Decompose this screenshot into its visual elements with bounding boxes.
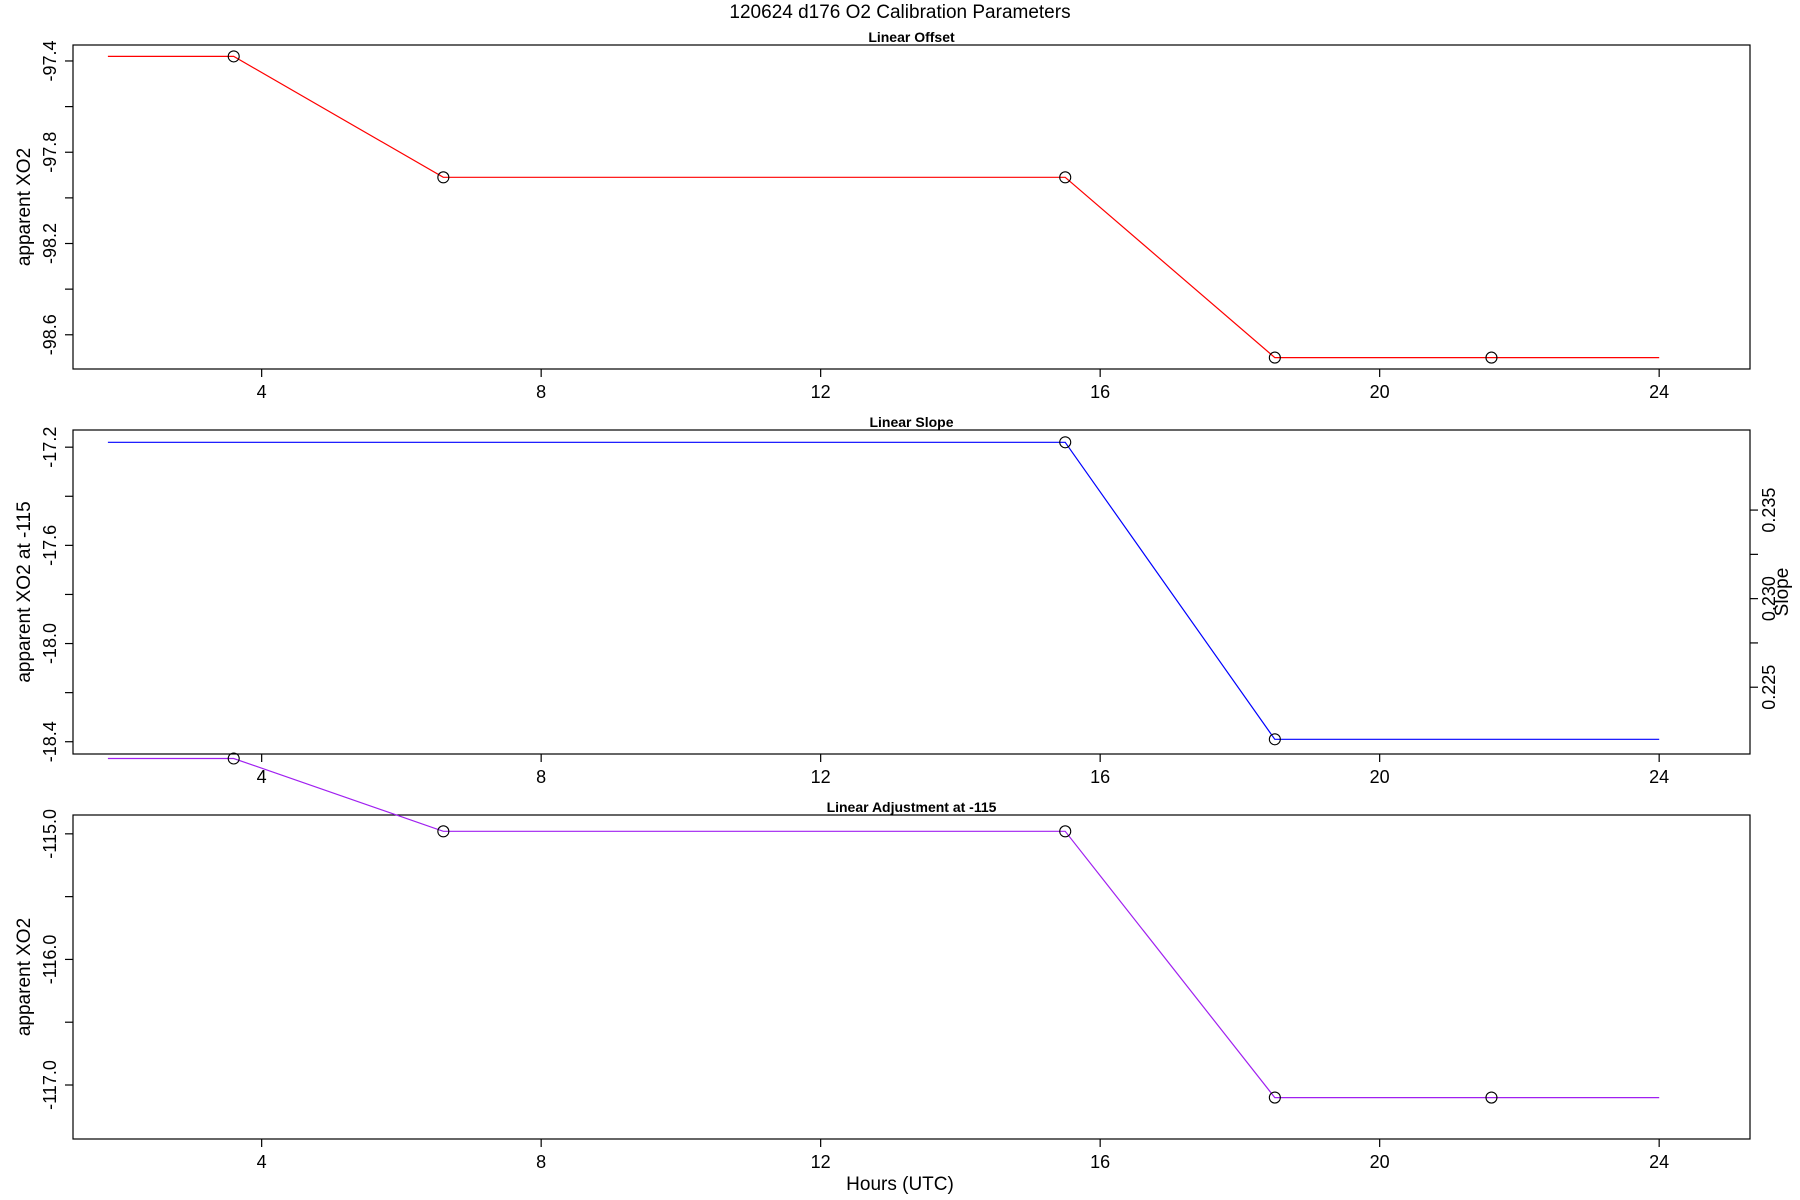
data-point	[227, 50, 240, 63]
data-point	[1485, 351, 1498, 364]
data-point	[1268, 351, 1281, 364]
y-tick-label: -17.2	[40, 427, 60, 468]
x-tick-label: 12	[811, 1152, 831, 1172]
panel-3: Linear Adjustment at -115 4 8 12 16 20 24 -115.…	[14, 752, 1751, 1172]
y-tick-label: -18.4	[40, 721, 60, 762]
x-tick-label: 8	[536, 767, 546, 787]
x-tick-label: 12	[811, 382, 831, 402]
y2-tick-label: 0.225	[1759, 665, 1779, 710]
x-tick-label: 20	[1370, 1152, 1390, 1172]
y-axis-label: apparent XO2	[14, 148, 35, 266]
x-tick-label: 20	[1370, 767, 1390, 787]
y-tick-label: -115.0	[40, 809, 60, 859]
panel-title: Linear Offset	[868, 29, 955, 45]
y-tick-label: -97.4	[40, 40, 60, 81]
series-line	[107, 441, 1660, 740]
x-tick-label: 4	[257, 767, 267, 787]
plot-frame	[72, 814, 1751, 1140]
data-point	[437, 171, 450, 184]
x-tick-label: 4	[257, 382, 267, 402]
x-tick-label: 24	[1649, 767, 1669, 787]
panel-2: Linear Slope 4 8 12 16 20 24 -17.2 -17.6 -18.0 -18…	[14, 414, 1793, 787]
y-axis-label: apparent XO2 at -115	[14, 501, 35, 682]
y-tick-label: -97.8	[40, 132, 60, 173]
y-tick-label: -98.6	[40, 314, 60, 355]
y-tick-label: -18.0	[40, 623, 60, 664]
y-tick-label: -17.6	[40, 525, 60, 566]
y2-tick-label: 0.230	[1759, 576, 1779, 621]
data-point	[1059, 825, 1072, 838]
y-tick-label: -116.0	[40, 935, 60, 985]
x-tick-label: 16	[1090, 767, 1110, 787]
x-axis-label: Hours (UTC)	[846, 1174, 954, 1195]
data-point	[1268, 1091, 1281, 1104]
x-tick-label: 8	[536, 1152, 546, 1172]
data-point	[437, 825, 450, 838]
data-point	[1485, 1091, 1498, 1104]
data-point	[1268, 733, 1281, 746]
x-tick-label: 8	[536, 382, 546, 402]
x-tick-label: 16	[1090, 1152, 1110, 1172]
plot-frame	[72, 44, 1751, 370]
y-tick-label: -98.2	[40, 223, 60, 264]
x-tick-label: 4	[257, 1152, 267, 1172]
y-tick-label: -117.0	[40, 1060, 60, 1110]
x-tick-label: 24	[1649, 382, 1669, 402]
data-point	[227, 752, 240, 765]
data-point	[1059, 436, 1072, 449]
chart-panels: Linear Offset 4 8 12 16 20 24 -97.4 -97.8 -98.2 -9…	[14, 29, 1793, 1172]
y2-axis-label: Slope	[1772, 568, 1793, 617]
series-line	[107, 55, 1660, 359]
y-axis-label: apparent XO2	[14, 918, 35, 1036]
y2-tick-label: 0.235	[1759, 488, 1779, 533]
x-tick-label: 24	[1649, 1152, 1669, 1172]
x-tick-label: 20	[1370, 382, 1390, 402]
panel-title: Linear Slope	[869, 414, 953, 430]
series-line	[107, 757, 1660, 1099]
plot-frame	[72, 429, 1751, 755]
data-point	[1059, 171, 1072, 184]
panel-1: Linear Offset 4 8 12 16 20 24 -97.4 -97.8 -98.2 -9…	[14, 29, 1751, 402]
panel-title: Linear Adjustment at -115	[827, 799, 997, 815]
figure-title: 120624 d176 O2 Calibration Parameters	[729, 2, 1070, 23]
x-tick-label: 16	[1090, 382, 1110, 402]
x-tick-label: 12	[811, 767, 831, 787]
